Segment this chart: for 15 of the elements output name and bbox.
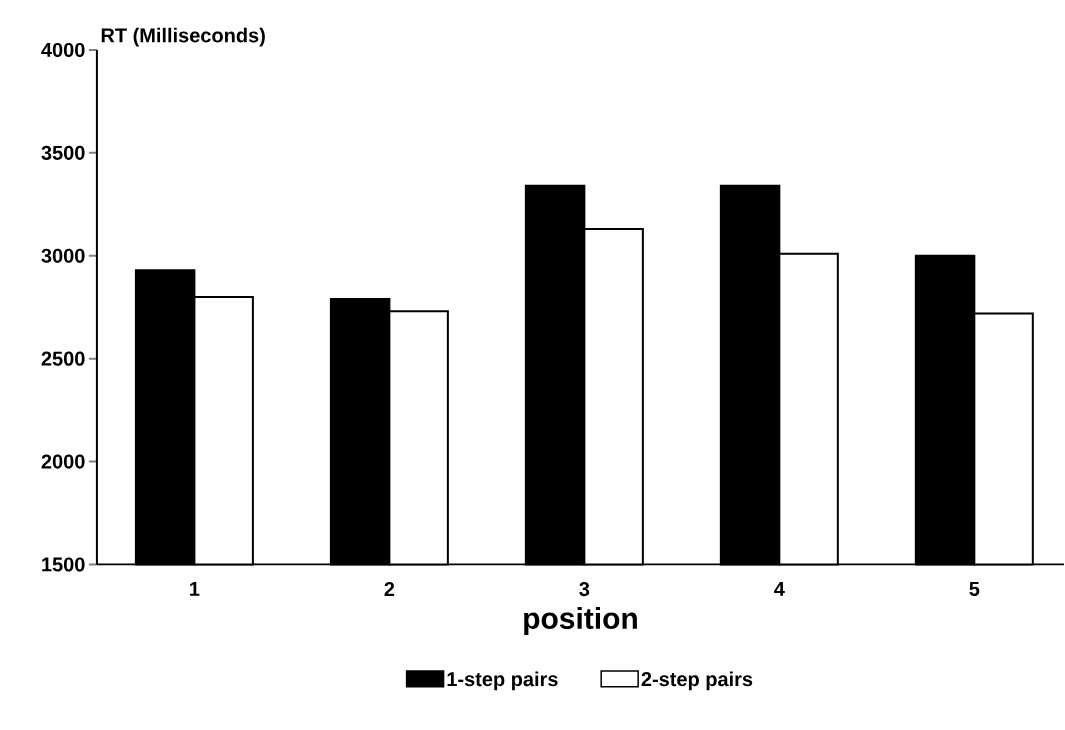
y-tick-label: 3500 [41,145,85,160]
x-tick-label: 1 [190,581,200,596]
y-tick-label: 2000 [41,454,85,469]
y-tick-label: 3000 [41,248,85,263]
x-tick-label: 4 [774,581,785,596]
x-tick-label: 5 [969,581,980,596]
legend-label: 2-step pairs [641,671,753,691]
y-tick-label: 4000 [41,42,85,57]
y-axis-title: RT (Milliseconds) [101,27,265,47]
y-tick-label: 2500 [41,351,85,366]
legend-label: 1-step pairs [447,671,558,691]
x-tick-label: 3 [579,581,590,596]
x-tick-label: 2 [384,581,395,596]
x-axis-title: position [524,606,637,635]
y-tick-label: 1500 [42,557,85,572]
